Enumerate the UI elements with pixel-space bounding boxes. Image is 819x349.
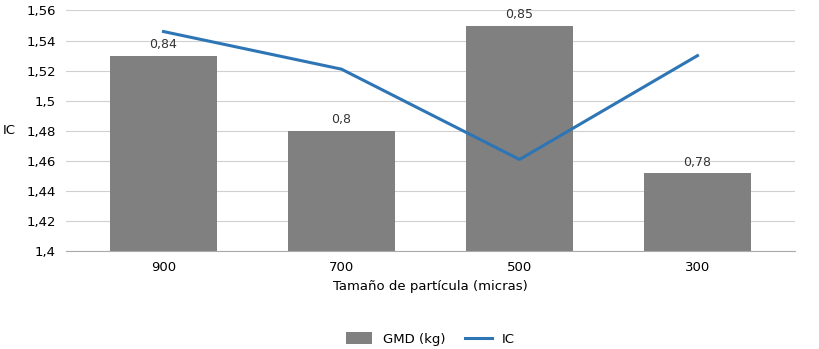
Bar (110, 55, 217, 251)
Text: 0,85: 0,85 (505, 8, 533, 21)
Y-axis label: IC: IC (3, 124, 16, 138)
X-axis label: Tamaño de partícula (micras): Tamaño de partícula (micras) (333, 280, 527, 292)
Legend: GMD (kg), IC: GMD (kg), IC (346, 332, 514, 346)
Bar (643, 173, 750, 251)
Bar (465, 25, 572, 251)
Text: 0,78: 0,78 (683, 156, 711, 169)
Text: 0,8: 0,8 (331, 113, 351, 126)
Bar (287, 131, 395, 251)
Text: 0,84: 0,84 (149, 38, 177, 51)
